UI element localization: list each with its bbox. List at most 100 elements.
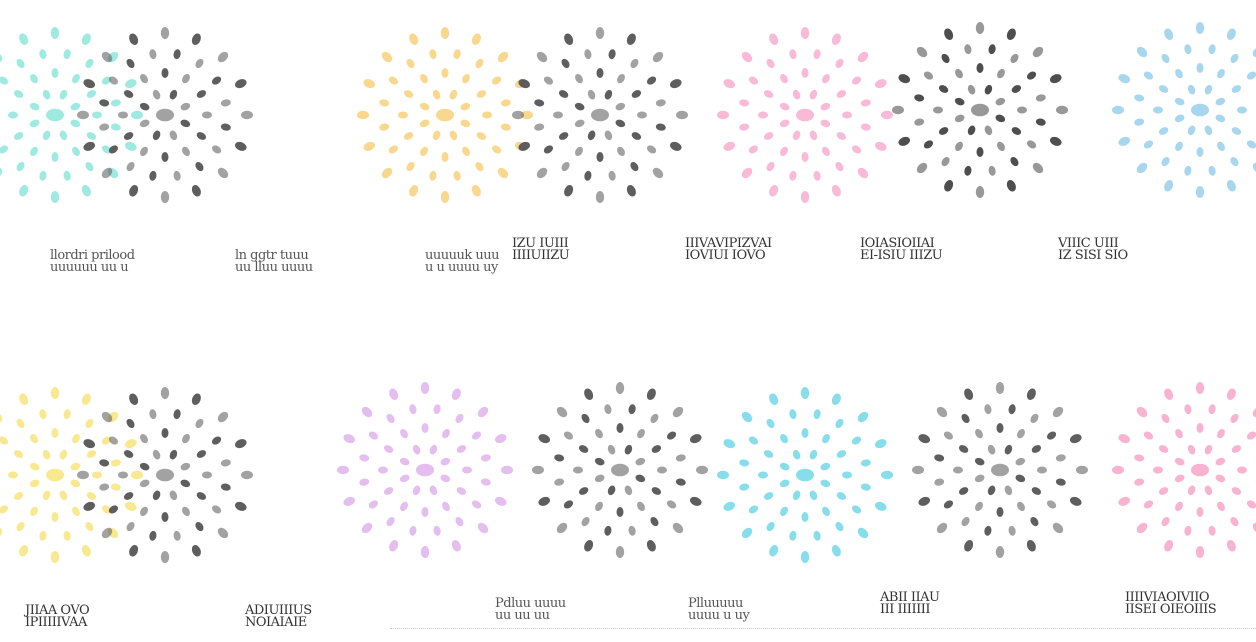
pattern-dot (110, 123, 121, 131)
pattern-dot (432, 89, 441, 100)
pattern-dot (912, 465, 924, 475)
pattern-dot (564, 184, 574, 197)
pattern-dot (792, 89, 801, 100)
pattern-dot (1026, 388, 1036, 401)
pattern-dot (1217, 141, 1225, 152)
pattern-dot (389, 388, 399, 401)
pattern-dot (195, 521, 204, 532)
pattern-dot (1143, 71, 1154, 80)
pattern-dot (997, 141, 1005, 152)
pattern-dot (792, 490, 801, 501)
pattern-dot (646, 388, 656, 401)
pattern-dot (626, 33, 636, 46)
pattern-dot (964, 388, 974, 401)
pattern-dot (628, 404, 636, 415)
pattern-dot (1136, 522, 1148, 534)
pattern-dot (543, 76, 554, 85)
pattern-dot (1134, 454, 1145, 462)
pattern-dot (1175, 68, 1183, 79)
pattern-dot (1134, 478, 1145, 486)
pattern-dot (449, 89, 458, 100)
pattern-dot (1032, 46, 1044, 58)
pattern-dot (1237, 106, 1247, 114)
pattern-dot (631, 132, 642, 140)
pattern-dot (63, 409, 71, 420)
pattern-dot (739, 483, 750, 491)
pattern-dot (800, 27, 810, 39)
pattern-dot (85, 418, 94, 429)
pattern-dot (543, 145, 554, 154)
pattern-dot (101, 167, 113, 179)
pattern-dot (672, 406, 684, 418)
pattern-dot (813, 170, 821, 181)
pattern-dot (471, 500, 482, 509)
pattern-dot (1246, 500, 1256, 509)
pattern-dot (1246, 71, 1256, 80)
caption-8: JIIAA OVO IPIIIIIVAA (25, 603, 90, 630)
pattern-dot (1118, 136, 1131, 146)
pattern-dot (0, 51, 3, 63)
pattern-dot (835, 161, 844, 172)
pattern-dot (766, 521, 775, 532)
pattern-dot (851, 76, 862, 85)
pattern-dot (337, 465, 349, 475)
pattern-dot (1030, 516, 1039, 527)
pattern-dot (19, 184, 29, 197)
pattern-dot (1134, 94, 1145, 102)
pattern-dot (809, 449, 818, 460)
pattern-dot (433, 525, 441, 536)
pattern-dot (471, 431, 482, 440)
pattern-dot (534, 99, 545, 107)
pattern-dot (99, 459, 110, 467)
pattern-dot (635, 474, 646, 483)
pattern-dot (63, 49, 71, 60)
pattern-dot (851, 436, 862, 445)
pattern-dot (39, 49, 47, 60)
pattern-dot (101, 436, 112, 445)
pattern-dot (42, 449, 51, 460)
pattern-dot (857, 167, 869, 179)
pattern-dot (835, 418, 844, 429)
pattern-dot (689, 496, 702, 506)
pattern-dot (139, 462, 150, 471)
pattern-dot (561, 161, 570, 172)
pattern-dot (471, 184, 481, 197)
mandala-pattern (717, 27, 893, 203)
mandala-pattern (912, 382, 1088, 558)
pattern-dot (615, 119, 626, 128)
pattern-dot (976, 63, 984, 73)
pattern-dot (857, 411, 869, 423)
pattern-dot (160, 27, 170, 39)
pattern-dot (988, 165, 996, 176)
pattern-dot (914, 94, 925, 102)
pattern-dot (494, 496, 507, 506)
pattern-dot (748, 436, 759, 445)
pattern-dot (822, 146, 830, 157)
pattern-dot (19, 393, 29, 406)
caption-3: uuuuuk uuu u u uuuu uy (425, 248, 500, 275)
pattern-dot (943, 500, 954, 509)
pattern-dot (1174, 474, 1185, 483)
pattern-dot (211, 436, 222, 445)
pattern-dot (77, 470, 89, 480)
pattern-dot (462, 73, 470, 84)
pattern-dot (584, 49, 592, 60)
pattern-dot (440, 191, 450, 203)
pattern-dot (30, 73, 38, 84)
pattern-dot (70, 102, 81, 111)
pattern-dot (779, 462, 790, 471)
pattern-dot (343, 434, 356, 444)
pattern-dot (1187, 84, 1196, 95)
pattern-dot (1136, 162, 1148, 174)
pattern-dot (234, 439, 247, 449)
pattern-dot (1037, 466, 1047, 474)
pattern-dot (974, 457, 985, 466)
pattern-dot (0, 505, 9, 514)
pattern-dot (975, 186, 985, 198)
pattern-dot (480, 454, 491, 462)
pattern-dot (160, 191, 170, 203)
pattern-dot (916, 46, 928, 58)
pattern-dot (961, 516, 970, 527)
pattern-dot (386, 413, 395, 424)
pattern-dot (108, 436, 119, 445)
